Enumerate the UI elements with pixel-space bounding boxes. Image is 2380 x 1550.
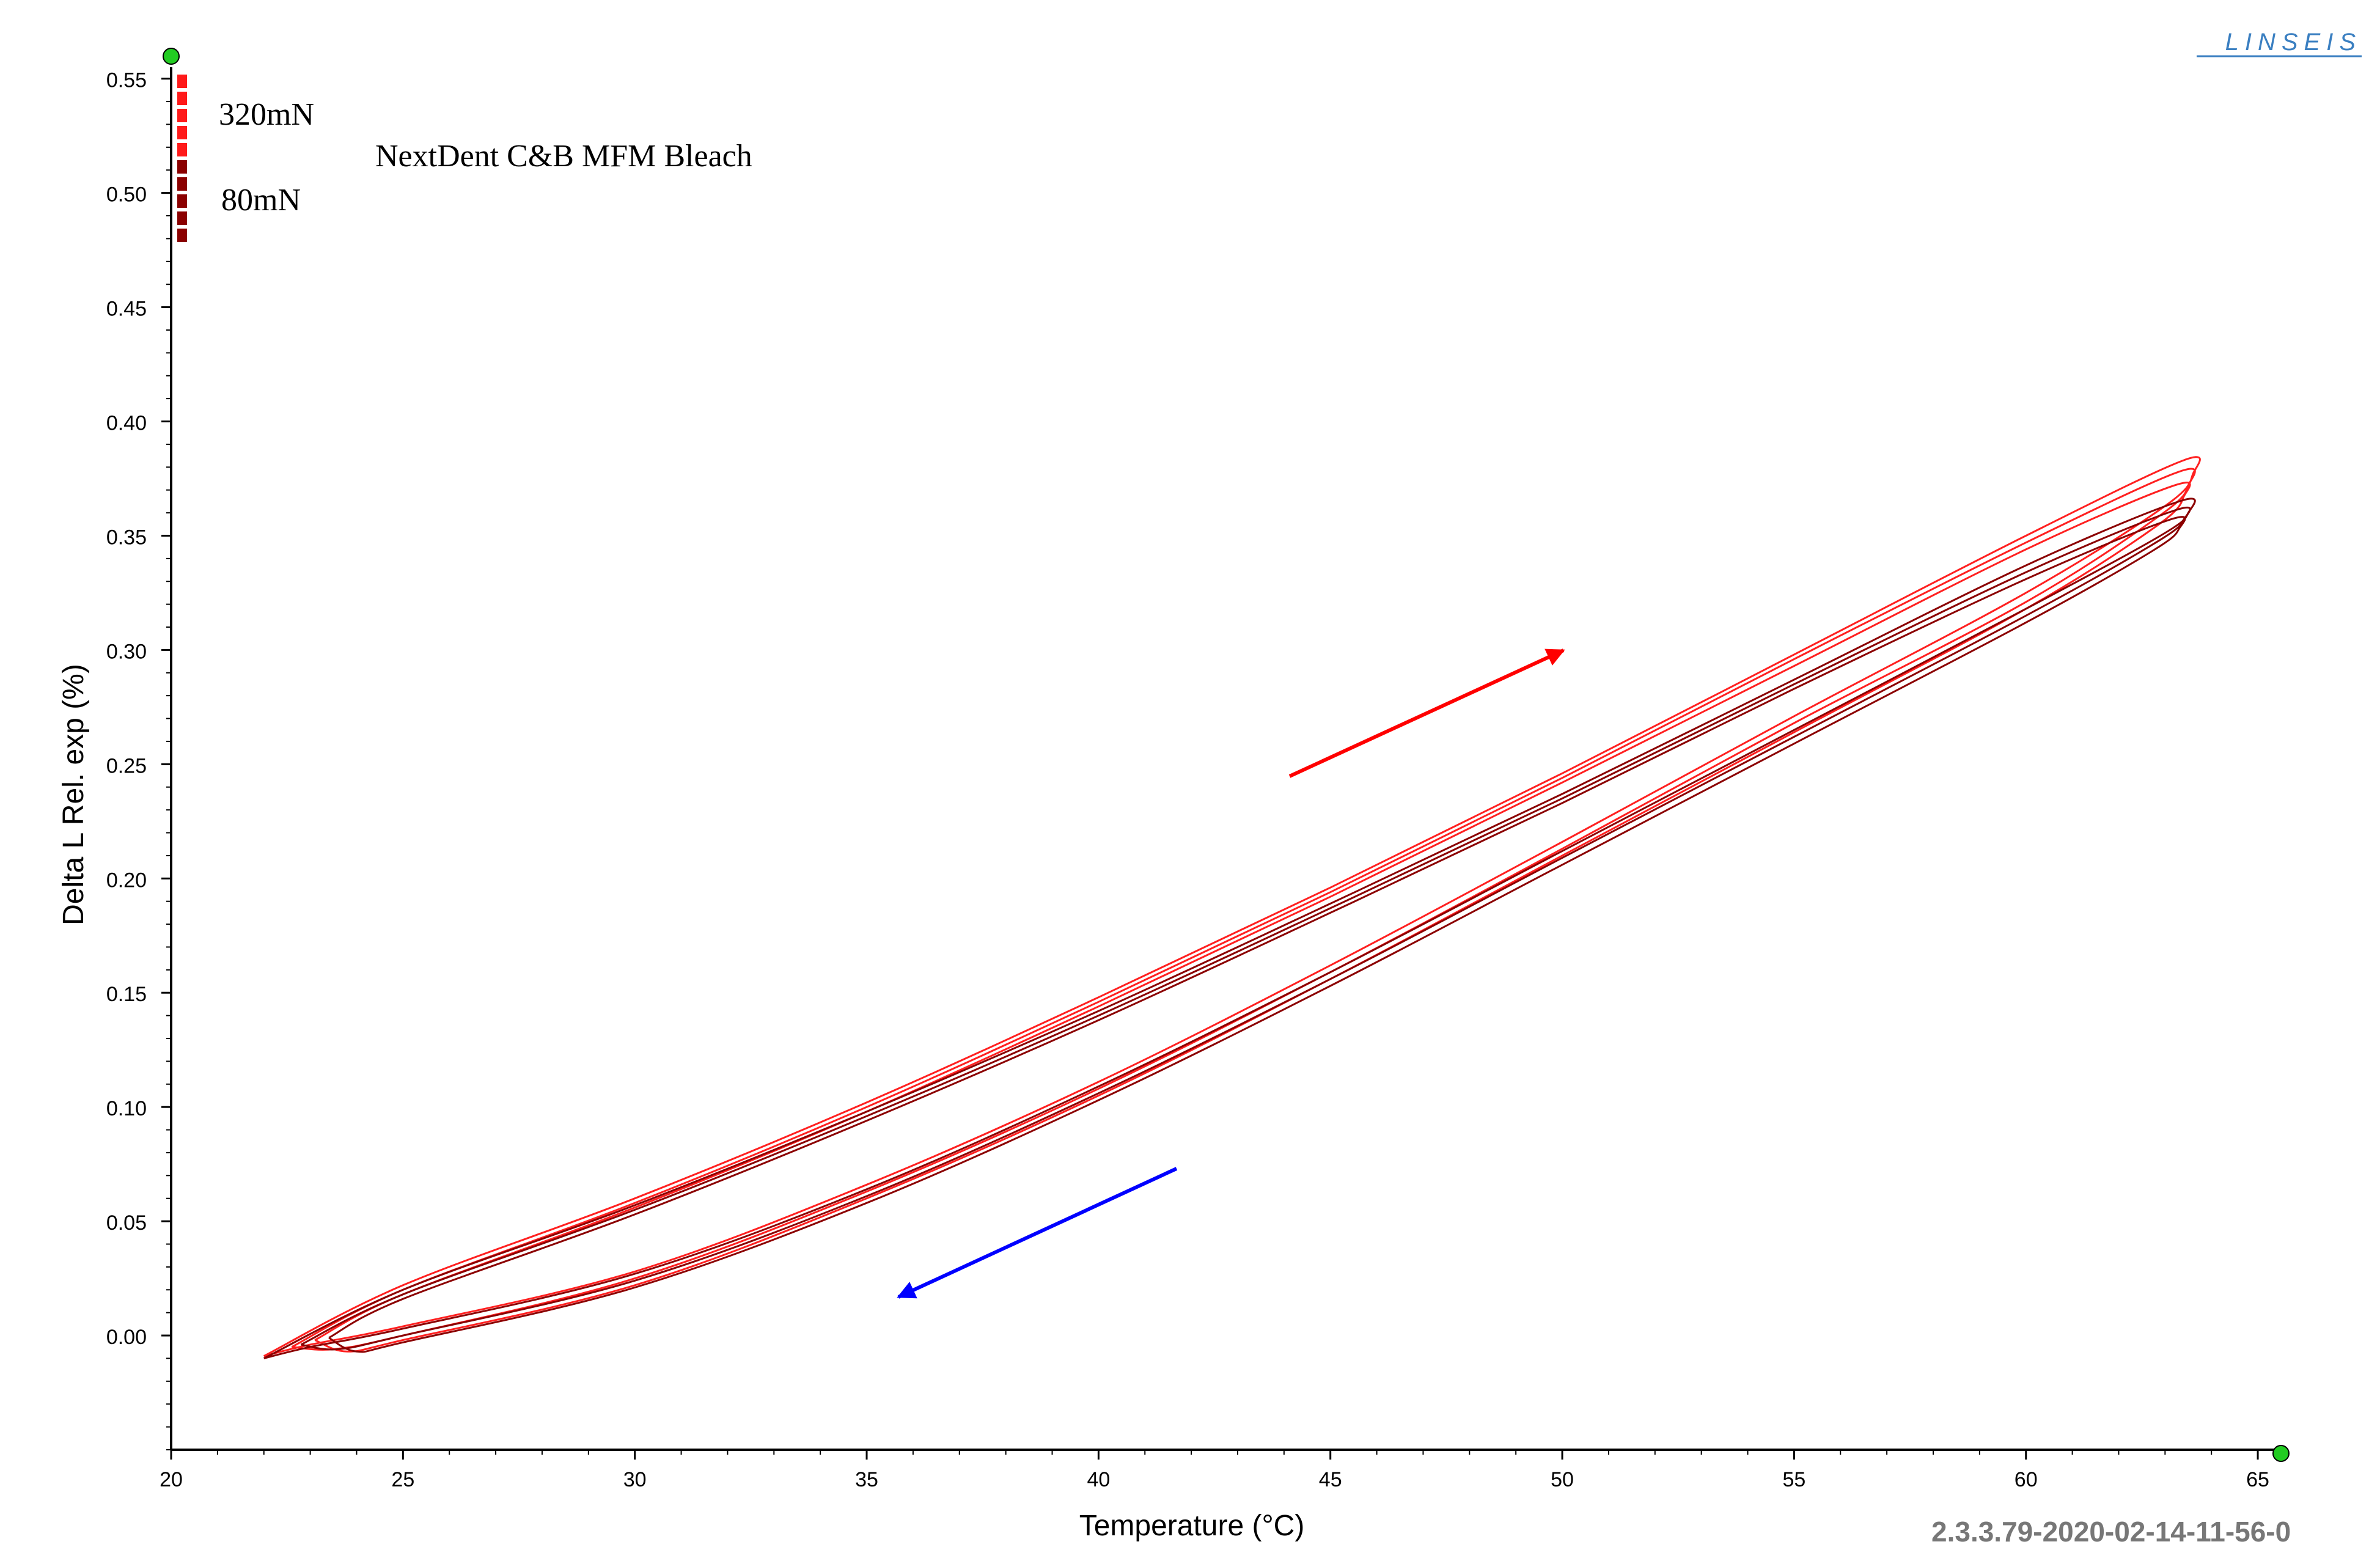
y-axis-cursor-marker[interactable] — [163, 48, 180, 65]
x-axis-ticks: 20 25 30 35 40 45 50 55 60 65 — [160, 1450, 2269, 1491]
version-label: 2.3.3.79-2020-02-14-11-56-0 — [1931, 1516, 2291, 1548]
y-tick-label: 0.15 — [106, 983, 147, 1006]
y-tick-label: 0.30 — [106, 640, 147, 663]
x-tick-label: 55 — [1782, 1468, 1805, 1491]
brand-logo: LINSEIS — [2225, 29, 2362, 56]
y-axis-title: Delta L Rel. exp (%) — [57, 664, 90, 925]
y-tick-label: 0.55 — [106, 69, 147, 92]
y-axis-ticks: 0.00 0.05 0.10 0.15 0.20 0.25 0.30 0.35 0.40 0.45… — [106, 69, 171, 1450]
sample-label: NextDent C&B MFM Bleach — [375, 139, 752, 174]
x-tick-label: 20 — [160, 1468, 183, 1491]
y-tick-label: 0.20 — [106, 869, 147, 892]
cooling-direction-arrow — [897, 1167, 1178, 1299]
curve-320mn-cycle-3 — [314, 482, 2191, 1353]
curve-320mn-cycle-1 — [263, 456, 2201, 1357]
curve-80mn-cycle-3 — [328, 516, 2186, 1353]
x-tick-label: 65 — [2246, 1468, 2269, 1491]
y-tick-label: 0.45 — [106, 298, 147, 321]
legend-label-320mn: 320mN — [219, 97, 314, 132]
x-axis-title: Temperature (°C) — [1079, 1510, 1305, 1542]
x-tick-label: 40 — [1087, 1468, 1110, 1491]
y-tick-label: 0.50 — [106, 183, 147, 207]
x-axis-cursor-marker[interactable] — [2272, 1445, 2290, 1462]
legend-swatch-320mn — [177, 75, 187, 156]
legend-label-80mn: 80mN — [221, 183, 301, 218]
y-tick-label: 0.00 — [106, 1326, 147, 1349]
y-tick-label: 0.40 — [106, 412, 147, 435]
y-tick-label: 0.05 — [106, 1211, 147, 1235]
y-tick-label: 0.35 — [106, 526, 147, 549]
legend: 320mN 80mN — [177, 75, 314, 242]
y-tick-label: 0.25 — [106, 754, 147, 777]
x-tick-label: 30 — [623, 1468, 647, 1491]
curve-320mn-cycle-2 — [291, 468, 2196, 1351]
x-tick-label: 25 — [391, 1468, 414, 1491]
x-tick-label: 50 — [1551, 1468, 1574, 1491]
curve-80mn-cycle-2 — [300, 507, 2191, 1351]
x-tick-label: 60 — [2015, 1468, 2038, 1491]
data-curves — [263, 456, 2201, 1359]
x-tick-label: 35 — [855, 1468, 878, 1491]
legend-swatch-80mn — [177, 160, 187, 242]
heating-direction-arrow — [1288, 648, 1565, 778]
y-tick-label: 0.10 — [106, 1097, 147, 1120]
x-tick-label: 45 — [1319, 1468, 1342, 1491]
